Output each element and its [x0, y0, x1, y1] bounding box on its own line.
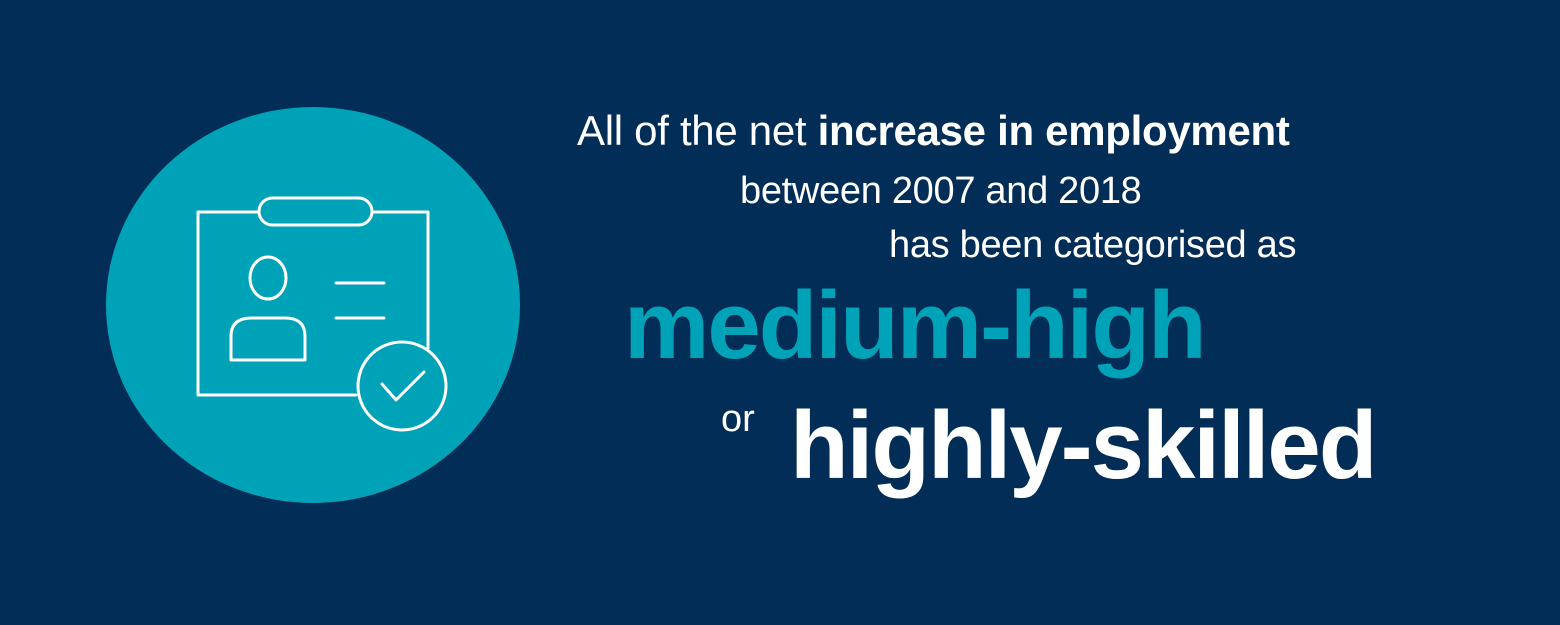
icon-circle: [106, 107, 520, 503]
headline-intro: All of the net increase in employment: [577, 107, 1290, 155]
headline-period: between 2007 and 2018: [740, 170, 1142, 212]
headline-categorised: has been categorised as: [889, 224, 1297, 266]
connector-text: or: [721, 398, 755, 440]
category-primary: medium-high: [624, 272, 1207, 379]
headline-intro-text: All of the net: [577, 107, 818, 154]
headline-intro-bold: increase in employment: [817, 107, 1290, 154]
category-secondary: highly-skilled: [790, 392, 1377, 499]
